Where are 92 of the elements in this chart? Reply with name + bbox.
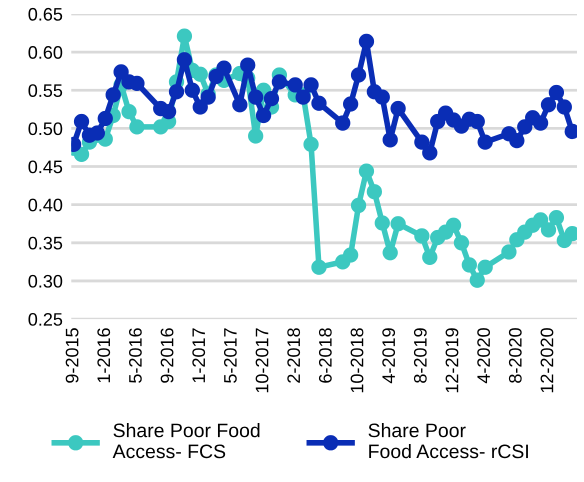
y-tick-label: 0.30	[28, 274, 62, 288]
point	[374, 89, 390, 105]
point	[256, 108, 272, 124]
point	[311, 96, 327, 111]
point	[414, 228, 430, 244]
point	[548, 84, 564, 100]
point	[176, 52, 192, 68]
point	[176, 28, 192, 44]
point	[296, 89, 311, 105]
point	[532, 115, 548, 131]
x-tick-label: 9-2016	[160, 328, 174, 383]
point	[358, 163, 374, 179]
point	[470, 114, 485, 130]
x-tick-label: 5-2017	[224, 328, 237, 383]
point	[113, 64, 129, 80]
point	[74, 146, 90, 162]
point	[382, 245, 398, 260]
point	[90, 125, 106, 141]
point	[303, 136, 319, 152]
point	[106, 87, 121, 102]
x-tick-label: 1-2017	[192, 328, 206, 382]
legend-label: Share Poor Food Access- FCS	[112, 423, 260, 458]
y-tick-label: 0.60	[28, 46, 62, 59]
point	[248, 128, 264, 144]
point	[192, 99, 208, 115]
point	[350, 67, 366, 83]
point	[168, 84, 184, 100]
y-tick-label: 0.50	[28, 122, 62, 136]
point	[358, 34, 374, 50]
point	[414, 134, 430, 150]
x-tick-label: 2-2018	[287, 328, 300, 383]
point	[232, 97, 248, 112]
point	[374, 215, 390, 231]
point	[74, 114, 90, 130]
legend-label: Share Poor Food Access- rCSI	[368, 423, 528, 458]
point	[390, 100, 406, 116]
point	[200, 89, 216, 105]
point	[248, 89, 264, 105]
point	[501, 244, 517, 260]
point	[240, 57, 256, 73]
point	[272, 74, 288, 90]
point	[216, 60, 232, 76]
point	[532, 212, 548, 228]
point	[462, 257, 477, 273]
y-tick-label: 0.40	[28, 198, 62, 212]
point	[303, 77, 319, 93]
point	[311, 260, 327, 275]
y-tick-label: 0.45	[28, 160, 62, 174]
x-tick-label: 12-2020	[540, 328, 554, 392]
x-tick-label: 8-2020	[508, 328, 522, 383]
point	[540, 222, 556, 238]
x-tick-label: 4-2020	[477, 328, 490, 384]
point	[478, 260, 493, 275]
point	[509, 132, 524, 148]
point	[98, 110, 113, 126]
point	[264, 91, 280, 106]
point	[335, 115, 350, 131]
y-tick-label: 0.35	[28, 236, 62, 250]
point	[342, 247, 358, 263]
x-tick-label: 12-2019	[446, 328, 458, 392]
x-tick-label: 1-2016	[97, 328, 110, 382]
point	[288, 77, 303, 93]
x-tick-label: 5-2016	[129, 328, 142, 383]
point	[382, 132, 398, 148]
y-tick-label: 0.55	[28, 84, 62, 97]
y-tick-label: 0.65	[28, 8, 62, 21]
point	[160, 104, 176, 120]
point	[129, 119, 145, 135]
point	[192, 66, 208, 82]
y-tick-label: 0.25	[28, 313, 62, 326]
point	[390, 216, 406, 232]
x-tick-label: 6-2018	[318, 328, 332, 383]
point	[350, 198, 366, 214]
x-tick-label: 4-2019	[382, 328, 396, 384]
point	[121, 104, 137, 120]
point	[548, 210, 564, 226]
point	[517, 119, 532, 135]
x-tick-label: 10-2018	[350, 328, 364, 392]
point	[446, 218, 462, 233]
point	[454, 235, 470, 250]
x-tick-label: 9-2015	[66, 328, 78, 383]
x-tick-label: 10-2017	[256, 328, 268, 392]
x-tick-label: 8-2019	[414, 328, 427, 383]
point	[470, 272, 485, 288]
point	[422, 250, 438, 265]
point	[422, 145, 438, 160]
point	[366, 184, 382, 200]
point	[478, 134, 493, 150]
point	[184, 82, 200, 98]
point	[342, 96, 358, 112]
point	[556, 99, 572, 115]
point	[540, 97, 556, 112]
